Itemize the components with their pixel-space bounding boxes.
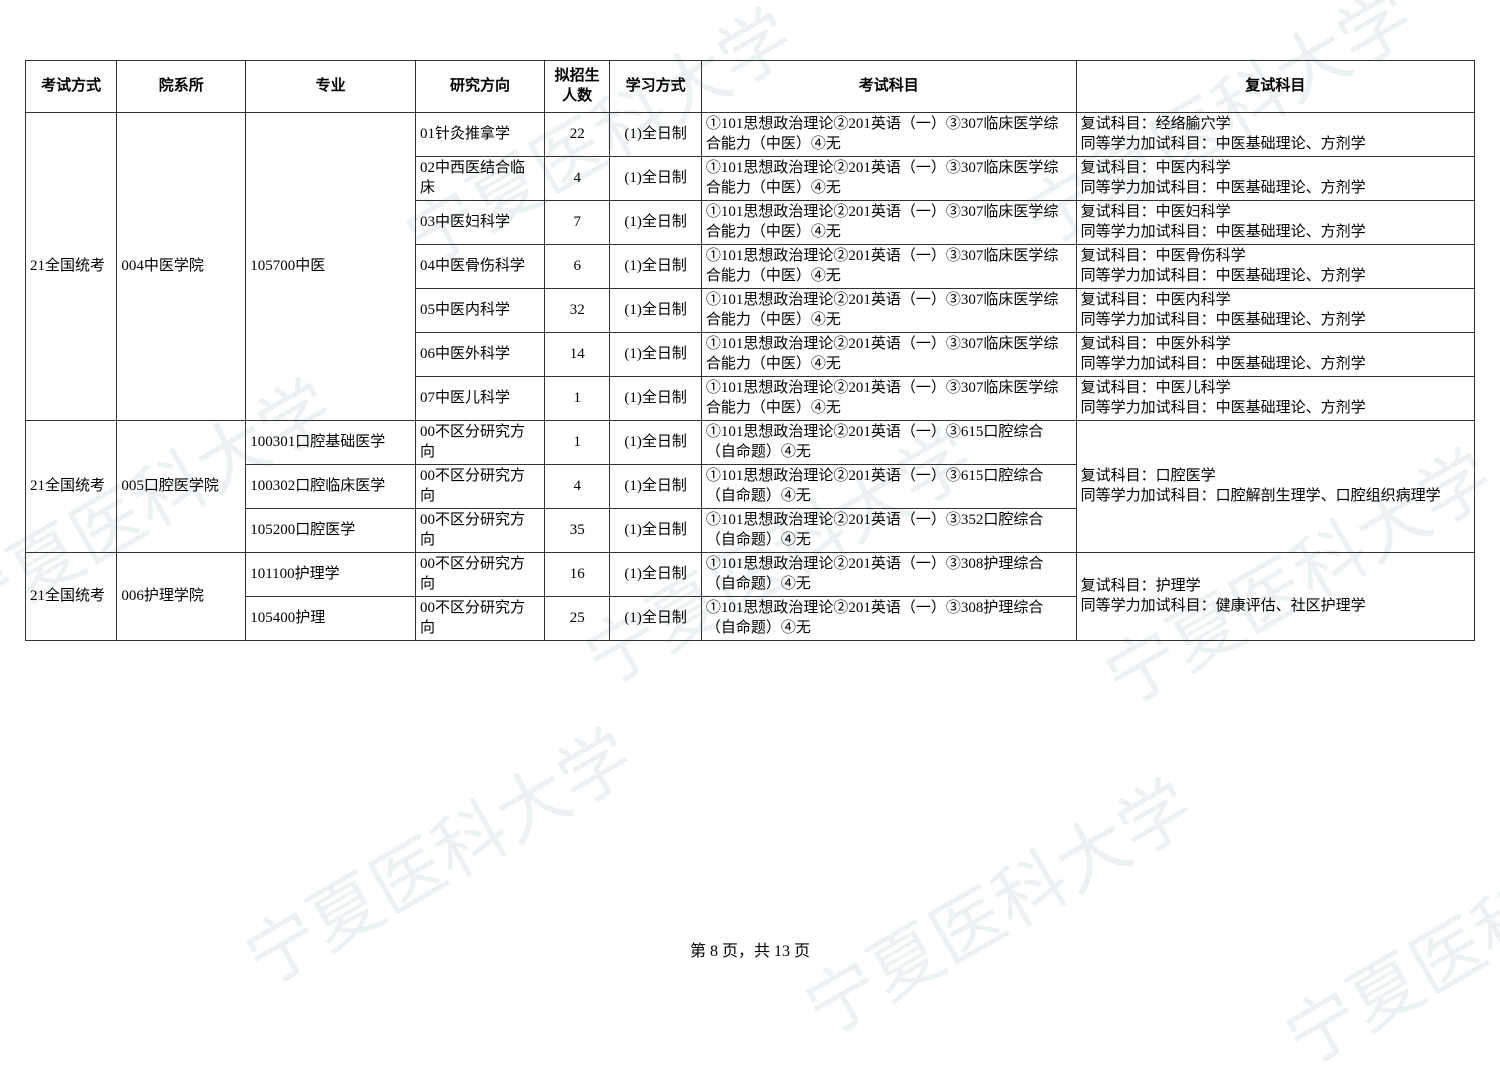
- subjects-cell: ①101思想政治理论②201英语（一）③307临床医学综合能力（中医）④无: [701, 201, 1076, 245]
- direction-cell: 06中医外科学: [416, 333, 545, 377]
- col-major: 专业: [246, 61, 416, 113]
- subjects-cell: ①101思想政治理论②201英语（一）③307临床医学综合能力（中医）④无: [701, 157, 1076, 201]
- retest-cell: 复试科目：经络腧穴学同等学力加试科目：中医基础理论、方剂学: [1076, 113, 1474, 157]
- study-mode-cell: (1)全日制: [610, 509, 701, 553]
- department-cell: 004中医学院: [117, 113, 246, 421]
- count-cell: 6: [544, 245, 610, 289]
- table-header-row: 考试方式 院系所 专业 研究方向 拟招生人数 学习方式 考试科目 复试科目: [26, 61, 1475, 113]
- study-mode-cell: (1)全日制: [610, 333, 701, 377]
- count-cell: 1: [544, 421, 610, 465]
- count-cell: 25: [544, 597, 610, 641]
- study-mode-cell: (1)全日制: [610, 421, 701, 465]
- retest-cell: 复试科目：中医妇科学同等学力加试科目：中医基础理论、方剂学: [1076, 201, 1474, 245]
- count-cell: 4: [544, 465, 610, 509]
- major-cell: 105400护理: [246, 597, 416, 641]
- study-mode-cell: (1)全日制: [610, 289, 701, 333]
- direction-cell: 05中医内科学: [416, 289, 545, 333]
- direction-cell: 07中医儿科学: [416, 377, 545, 421]
- direction-cell: 04中医骨伤科学: [416, 245, 545, 289]
- department-cell: 006护理学院: [117, 553, 246, 641]
- retest-cell: 复试科目：中医儿科学同等学力加试科目：中医基础理论、方剂学: [1076, 377, 1474, 421]
- count-cell: 32: [544, 289, 610, 333]
- col-exam-subjects: 考试科目: [701, 61, 1076, 113]
- study-mode-cell: (1)全日制: [610, 201, 701, 245]
- page-footer: 第 8 页，共 13 页: [0, 937, 1500, 961]
- table-row: 21全国统考006护理学院101100护理学00不区分研究方向16(1)全日制①…: [26, 553, 1475, 597]
- retest-cell: 复试科目：中医外科学同等学力加试科目：中医基础理论、方剂学: [1076, 333, 1474, 377]
- direction-cell: 00不区分研究方向: [416, 553, 545, 597]
- subjects-cell: ①101思想政治理论②201英语（一）③307临床医学综合能力（中医）④无: [701, 377, 1076, 421]
- direction-cell: 01针灸推拿学: [416, 113, 545, 157]
- count-cell: 16: [544, 553, 610, 597]
- major-cell: 105200口腔医学: [246, 509, 416, 553]
- count-cell: 4: [544, 157, 610, 201]
- exam-type-cell: 21全国统考: [26, 421, 117, 553]
- watermark: 宁夏医科大学: [783, 749, 1210, 1056]
- table-row: 21全国统考004中医学院105700中医01针灸推拿学22(1)全日制①101…: [26, 113, 1475, 157]
- study-mode-cell: (1)全日制: [610, 465, 701, 509]
- retest-cell: 复试科目：中医内科学同等学力加试科目：中医基础理论、方剂学: [1076, 157, 1474, 201]
- exam-type-cell: 21全国统考: [26, 553, 117, 641]
- count-cell: 1: [544, 377, 610, 421]
- count-cell: 35: [544, 509, 610, 553]
- direction-cell: 00不区分研究方向: [416, 465, 545, 509]
- study-mode-cell: (1)全日制: [610, 553, 701, 597]
- direction-cell: 00不区分研究方向: [416, 597, 545, 641]
- subjects-cell: ①101思想政治理论②201英语（一）③615口腔综合（自命题）④无: [701, 421, 1076, 465]
- department-cell: 005口腔医学院: [117, 421, 246, 553]
- direction-cell: 02中西医结合临床: [416, 157, 545, 201]
- table-row: 21全国统考005口腔医学院100301口腔基础医学00不区分研究方向1(1)全…: [26, 421, 1475, 465]
- col-direction: 研究方向: [416, 61, 545, 113]
- retest-cell: 复试科目：护理学同等学力加试科目：健康评估、社区护理学: [1076, 553, 1474, 641]
- study-mode-cell: (1)全日制: [610, 245, 701, 289]
- subjects-cell: ①101思想政治理论②201英语（一）③352口腔综合（自命题）④无: [701, 509, 1076, 553]
- subjects-cell: ①101思想政治理论②201英语（一）③307临床医学综合能力（中医）④无: [701, 289, 1076, 333]
- subjects-cell: ①101思想政治理论②201英语（一）③307临床医学综合能力（中医）④无: [701, 245, 1076, 289]
- retest-cell: 复试科目：中医内科学同等学力加试科目：中医基础理论、方剂学: [1076, 289, 1474, 333]
- watermark: 宁夏医科大学: [1263, 779, 1500, 1086]
- study-mode-cell: (1)全日制: [610, 597, 701, 641]
- subjects-cell: ①101思想政治理论②201英语（一）③307临床医学综合能力（中医）④无: [701, 113, 1076, 157]
- major-cell: 105700中医: [246, 113, 416, 421]
- subjects-cell: ①101思想政治理论②201英语（一）③308护理综合（自命题）④无: [701, 597, 1076, 641]
- subjects-cell: ①101思想政治理论②201英语（一）③307临床医学综合能力（中医）④无: [701, 333, 1076, 377]
- retest-cell: 复试科目：中医骨伤科学同等学力加试科目：中医基础理论、方剂学: [1076, 245, 1474, 289]
- study-mode-cell: (1)全日制: [610, 157, 701, 201]
- subjects-cell: ①101思想政治理论②201英语（一）③308护理综合（自命题）④无: [701, 553, 1076, 597]
- count-cell: 7: [544, 201, 610, 245]
- direction-cell: 00不区分研究方向: [416, 421, 545, 465]
- retest-cell: 复试科目：口腔医学同等学力加试科目：口腔解剖生理学、口腔组织病理学: [1076, 421, 1474, 553]
- count-cell: 22: [544, 113, 610, 157]
- study-mode-cell: (1)全日制: [610, 377, 701, 421]
- direction-cell: 00不区分研究方向: [416, 509, 545, 553]
- col-department: 院系所: [117, 61, 246, 113]
- col-exam-type: 考试方式: [26, 61, 117, 113]
- major-cell: 100301口腔基础医学: [246, 421, 416, 465]
- col-retest-subjects: 复试科目: [1076, 61, 1474, 113]
- major-cell: 101100护理学: [246, 553, 416, 597]
- direction-cell: 03中医妇科学: [416, 201, 545, 245]
- col-enroll-count: 拟招生人数: [544, 61, 610, 113]
- exam-type-cell: 21全国统考: [26, 113, 117, 421]
- col-study-mode: 学习方式: [610, 61, 701, 113]
- study-mode-cell: (1)全日制: [610, 113, 701, 157]
- enrollment-table: 考试方式 院系所 专业 研究方向 拟招生人数 学习方式 考试科目 复试科目 21…: [25, 60, 1475, 641]
- subjects-cell: ①101思想政治理论②201英语（一）③615口腔综合（自命题）④无: [701, 465, 1076, 509]
- major-cell: 100302口腔临床医学: [246, 465, 416, 509]
- count-cell: 14: [544, 333, 610, 377]
